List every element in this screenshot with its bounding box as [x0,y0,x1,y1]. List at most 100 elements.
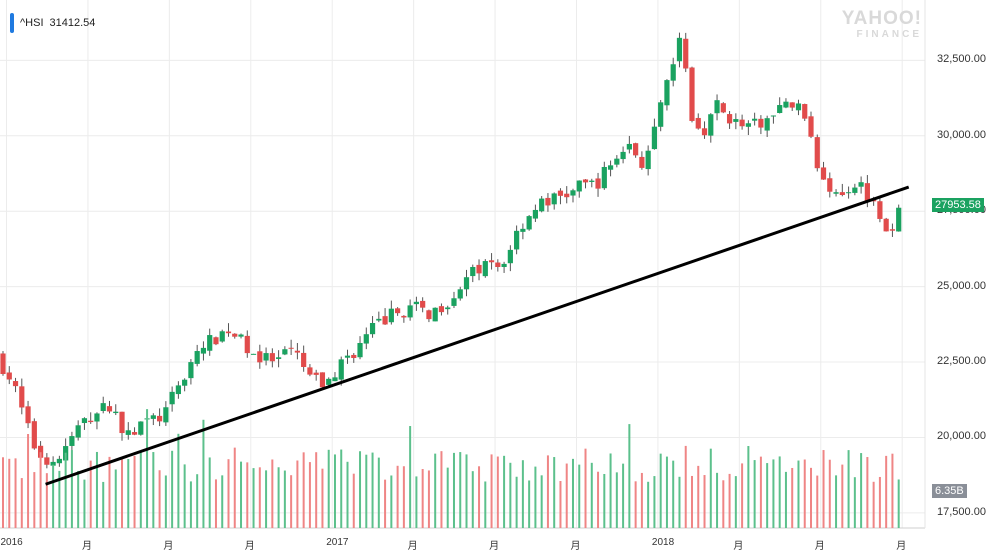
candle-down [0,353,6,375]
volume-bar [816,475,819,528]
volume-bar [534,466,537,528]
volume-bar [465,454,468,528]
y-tick-label: 32,500.00 [937,53,986,66]
volume-bar [628,424,631,528]
volume-bar [133,455,136,528]
x-tick-label: 月 [407,541,418,552]
volume-bar [747,446,750,528]
candle-up [858,182,864,187]
candle-down [269,353,275,362]
candle-up [432,307,438,322]
candle-up [570,190,576,196]
candle-down [37,445,44,458]
candle-down [820,167,827,180]
volume-bar [565,463,568,528]
volume-bar [214,479,217,528]
volume-bar [227,459,230,528]
candle-down [582,179,589,183]
candle-down [19,386,25,408]
candle-up [645,150,651,170]
volume-bar [352,473,355,528]
candle-down [119,411,125,434]
candle-down [225,331,232,334]
candle-down [720,103,726,113]
volume-bar [164,475,167,528]
volume-bar [584,448,587,528]
candle-up [125,430,131,435]
volume-bar [246,462,249,528]
candle-down [438,306,445,313]
volume-bar [95,451,98,528]
volume-bar [189,481,192,528]
volume-bar [171,450,174,528]
volume-bar [885,455,888,528]
volume-bar [797,460,800,528]
candle-down [25,406,31,424]
candle-down [488,260,495,263]
volume-bar [553,457,556,528]
candle-down [739,119,745,127]
candle-down [213,337,219,345]
candle-down [232,333,238,337]
candle-down [12,381,19,387]
volume-bar [177,433,180,528]
candle-up [607,165,614,170]
volume-bar [308,462,311,528]
volume-bar [459,452,462,528]
logo-yahoo: YAHOO! [841,8,922,29]
volume-bar [853,477,856,528]
y-tick-label: 20,000.00 [937,430,986,443]
volume-bar [872,481,875,528]
volume-bar [791,467,794,528]
volume-bar [509,462,512,528]
series-color-marker [10,13,14,33]
candle-up [470,267,476,277]
volume-bar [778,456,781,528]
last-price-badge: 27953.58 [932,198,984,212]
candle-up [263,353,269,361]
volume-bar [114,469,117,528]
x-tick-label: 月 [244,541,255,552]
volume-bar [271,459,274,528]
volume-bar [609,453,612,528]
candle-down [401,315,407,318]
volume-bar [14,458,17,528]
candle-up [626,143,632,150]
volume-bar [722,480,725,528]
volume-bar [108,456,111,528]
volume-bar [866,457,869,528]
candle-up [219,331,225,342]
volume-bar [45,473,48,528]
volume-bar [622,463,625,528]
volume-bar [578,464,581,528]
y-tick-label: 17,500.00 [937,505,986,518]
volume-bar [265,470,268,528]
candle-up [182,379,188,386]
volume-bar [390,475,393,528]
y-tick-label: 25,000.00 [937,279,986,292]
candle-down [827,178,833,192]
volume-bar [240,461,243,528]
candle-down [864,183,870,202]
volume-bar [590,462,593,528]
candle-up [501,263,507,268]
candle-down [301,352,307,367]
candle-up [50,461,56,466]
candle-up [526,216,532,230]
volume-bar [233,447,236,528]
volume-bar [58,470,61,528]
volume-bar [371,452,374,528]
volume-bar [70,450,73,528]
volume-bar [146,409,149,528]
volume-bar [766,463,769,528]
volume-bar [540,475,543,528]
candle-up [539,198,545,212]
volume-bar [828,459,831,528]
candle-up [407,305,413,318]
volume-bar [678,476,681,528]
candle-down [695,117,701,129]
volume-bar [365,454,368,528]
candle-down [683,38,689,69]
candle-down [307,367,313,375]
volume-bar [296,460,299,528]
